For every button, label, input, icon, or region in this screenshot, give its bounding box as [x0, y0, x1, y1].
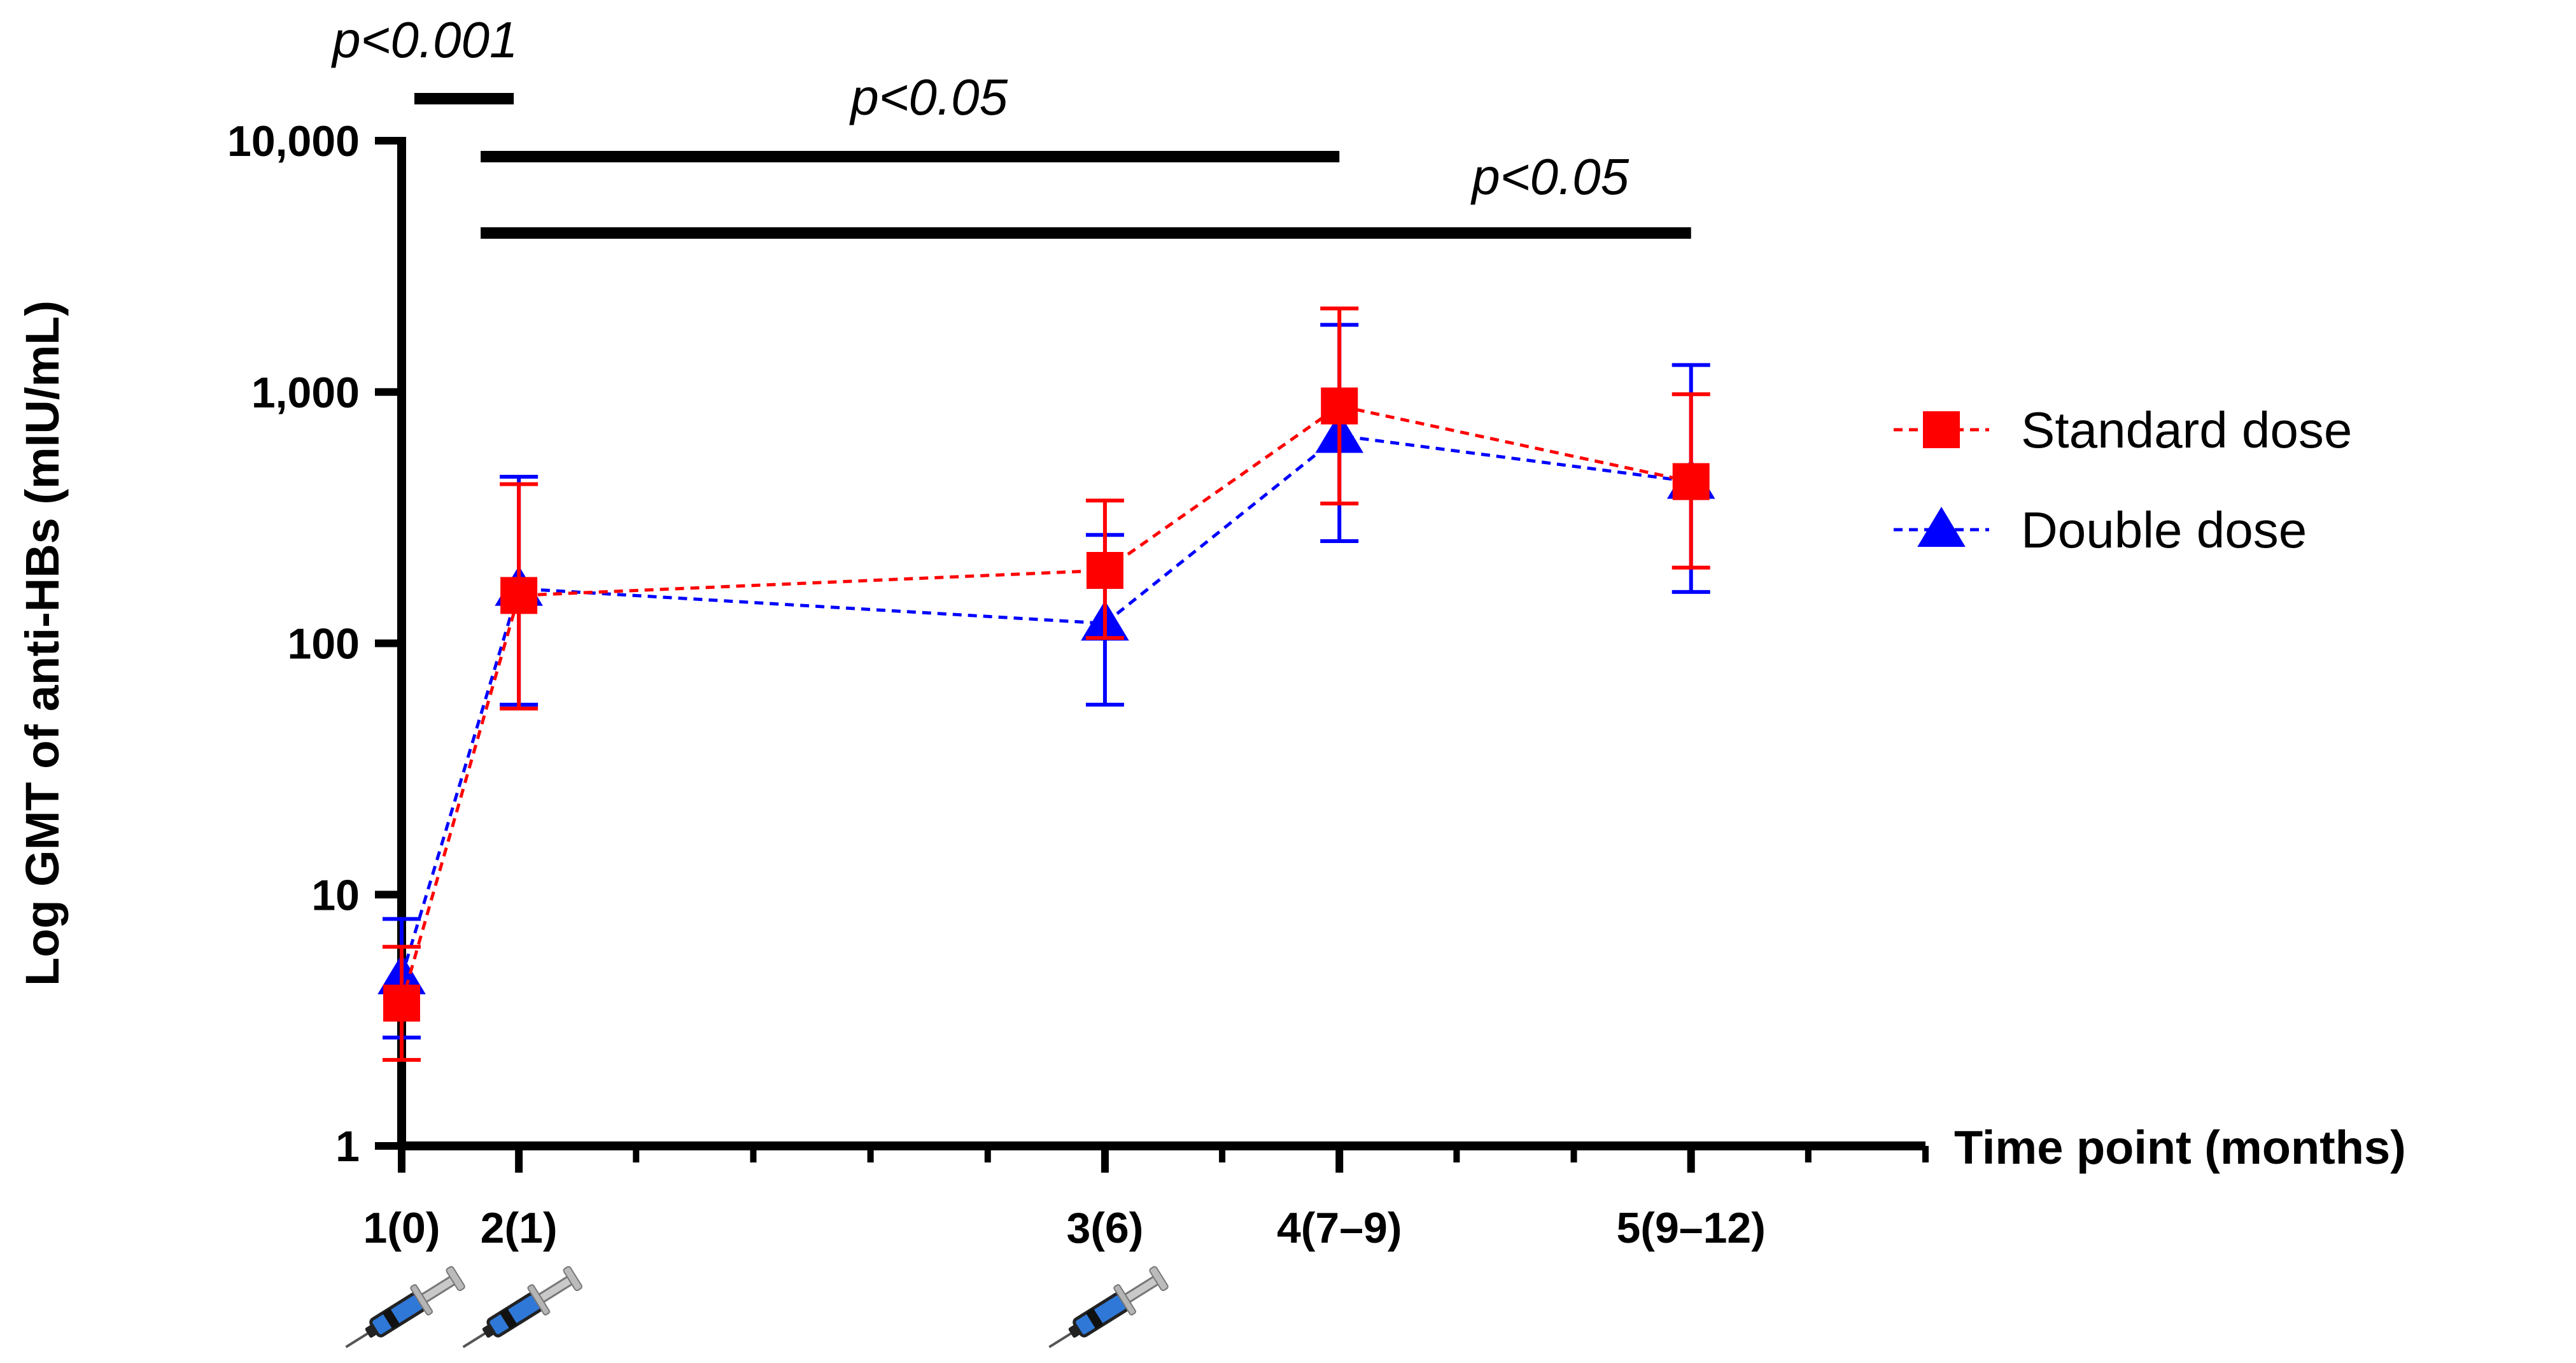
x-tick-label: 5(9–12) — [1616, 1204, 1765, 1252]
legend-label: Standard dose — [2021, 402, 2352, 458]
syringe-thumb-rest — [446, 1266, 465, 1291]
series-standard-dose — [383, 306, 1710, 1062]
data-series — [377, 306, 1715, 1062]
y-tick-label: 100 — [288, 620, 360, 668]
data-point — [500, 577, 538, 614]
y-tick-label: 1 — [335, 1122, 360, 1171]
series-line — [400, 404, 1692, 1004]
syringe-plunger-seal — [1085, 1308, 1104, 1329]
axes: 1 10 100 1,000 10,000 1(0) 2(1) 3(6) 4(7–9) 5(9–1… — [16, 117, 2406, 1252]
legend-label: Double dose — [2021, 502, 2307, 558]
vaccination-icons — [345, 1266, 1169, 1348]
syringe-flange — [410, 1284, 433, 1316]
significance-label: p<0.001 — [331, 11, 517, 68]
legend-marker — [1923, 411, 1960, 448]
syringe-plunger-seal — [499, 1308, 517, 1329]
data-point — [1086, 552, 1123, 590]
data-point — [383, 984, 420, 1022]
data-point — [1321, 387, 1358, 425]
significance-annotations: p<0.001 p<0.05 p<0.05 — [331, 11, 1691, 239]
series-line — [400, 434, 1692, 978]
syringe-flange — [527, 1284, 551, 1316]
syringe-icon — [462, 1266, 582, 1348]
syringe-icon — [1048, 1266, 1169, 1348]
x-tick-label: 1(0) — [363, 1204, 440, 1252]
y-axis-title: Log GMT of anti-HBs (mIU/mL) — [16, 300, 69, 986]
syringe-icon — [345, 1266, 465, 1348]
series-double-dose — [377, 323, 1715, 1040]
data-point — [1672, 463, 1710, 500]
syringe-thumb-rest — [1149, 1266, 1169, 1291]
significance-label: p<0.05 — [1470, 148, 1629, 205]
y-tick-label: 1,000 — [251, 369, 360, 417]
legend: Standard dose Double dose — [1894, 402, 2352, 558]
syringe-needle — [1048, 1331, 1073, 1348]
legend-marker — [1917, 507, 1966, 547]
y-tick-label: 10 — [311, 871, 360, 919]
legend-item: Double dose — [1894, 502, 2307, 558]
legend-item: Standard dose — [1894, 402, 2352, 458]
significance-label: p<0.05 — [849, 69, 1008, 125]
x-axis-title: Time point (months) — [1954, 1121, 2406, 1174]
x-tick-label: 3(6) — [1066, 1204, 1143, 1252]
y-tick-label: 10,000 — [227, 117, 360, 166]
syringe-needle — [462, 1331, 488, 1348]
syringe-flange — [1113, 1284, 1137, 1316]
x-tick-label: 4(7–9) — [1277, 1204, 1402, 1252]
x-tick-label: 2(1) — [481, 1204, 558, 1252]
syringe-needle — [345, 1331, 370, 1348]
syringe-thumb-rest — [563, 1266, 582, 1291]
syringe-plunger-seal — [382, 1308, 400, 1329]
